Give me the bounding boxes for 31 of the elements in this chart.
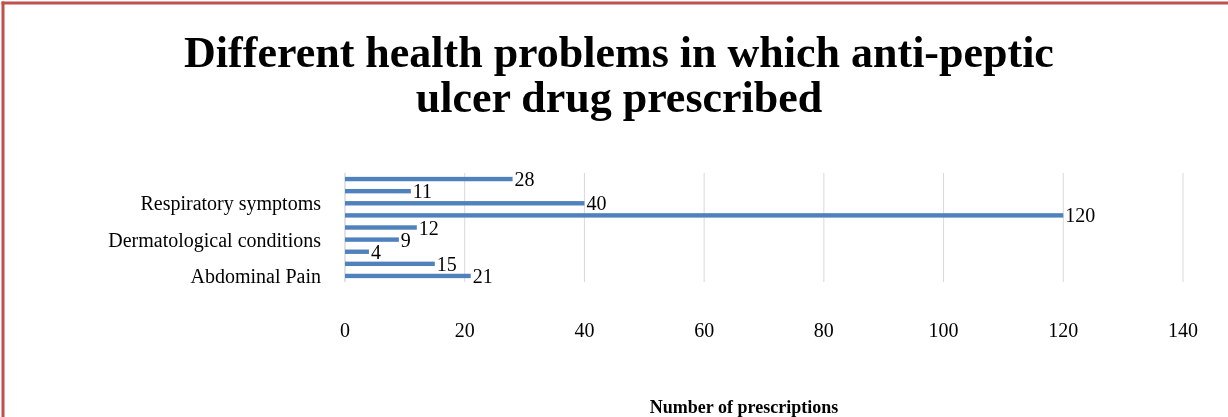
- y-tick-label: Respiratory symptoms: [140, 192, 322, 216]
- data-label: 4: [370, 240, 381, 263]
- x-tick-label: 120: [1048, 319, 1079, 341]
- bar: [345, 261, 435, 267]
- y-tick-label: Dermatological conditions: [108, 228, 322, 252]
- data-label: 11: [412, 180, 433, 203]
- x-tick-label: 140: [1168, 319, 1198, 341]
- data-label: 120: [1065, 204, 1096, 227]
- x-axis-title: Number of prescriptions: [649, 397, 839, 417]
- bar: [345, 213, 1064, 218]
- x-tick-label: 40: [574, 319, 595, 341]
- bar: [345, 201, 585, 206]
- x-tick-label: 80: [813, 319, 834, 341]
- bar: [345, 249, 369, 254]
- data-label: 15: [436, 252, 457, 275]
- bar: [345, 188, 411, 194]
- x-tick-label: 20: [454, 319, 475, 341]
- data-label: 9: [400, 228, 411, 251]
- x-tick-label: 0: [340, 319, 350, 341]
- y-tick-label: Abdominal Pain: [190, 264, 321, 287]
- bar: [345, 176, 513, 182]
- bar: [345, 237, 399, 242]
- chart-title: Different health problems in which anti-peptic ulcer drug prescribed: [184, 28, 1054, 122]
- data-label: 40: [586, 192, 607, 215]
- data-label: 21: [472, 264, 493, 287]
- x-tick-label: 100: [928, 319, 959, 341]
- bar: [345, 273, 471, 279]
- x-tick-label: 60: [694, 319, 715, 341]
- data-label: 28: [514, 168, 535, 191]
- data-label: 12: [418, 216, 439, 239]
- bar: [345, 225, 417, 230]
